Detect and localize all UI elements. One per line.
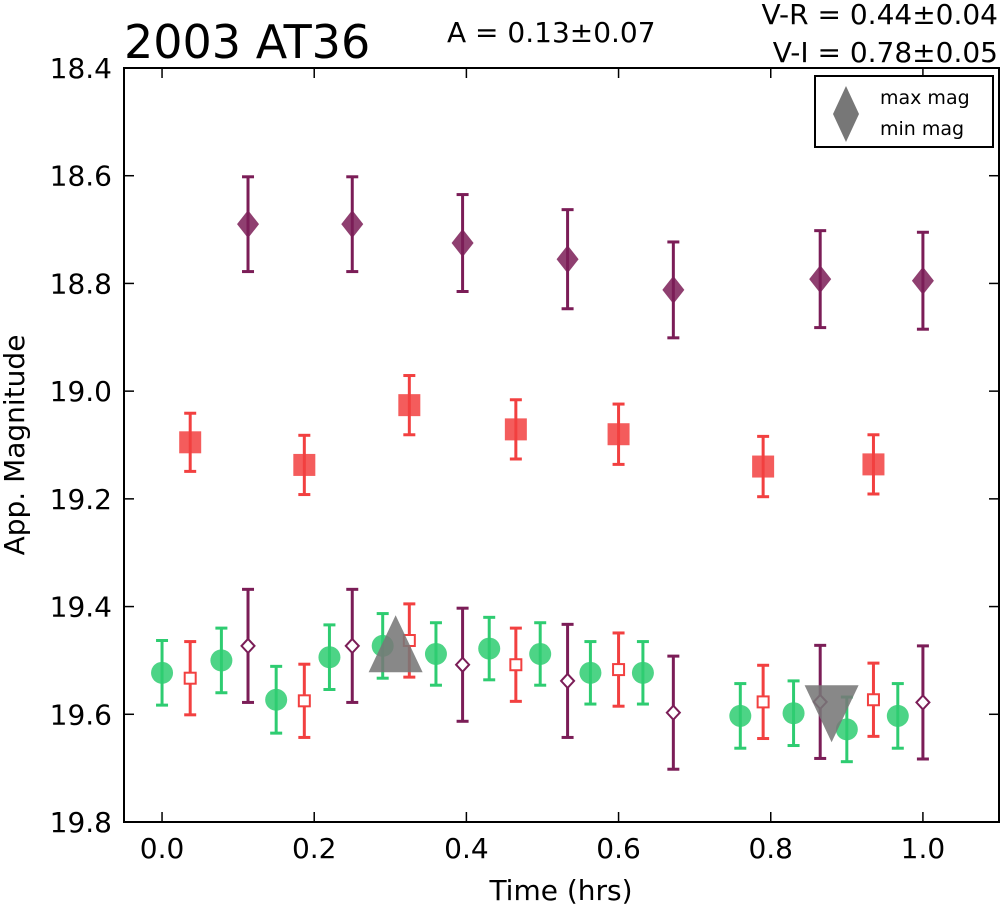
min-mag-marker — [804, 685, 859, 743]
y-tick-label: 18.8 — [50, 267, 112, 300]
data-point — [835, 718, 858, 741]
data-point — [862, 453, 885, 476]
data-point — [210, 649, 233, 672]
legend-max-mag-icon — [833, 86, 859, 114]
data-point — [631, 661, 654, 684]
data-point — [454, 656, 471, 674]
data-point — [265, 688, 288, 711]
series-1-square-filled — [179, 374, 885, 499]
series-0-diamond-filled — [237, 175, 934, 340]
data-point — [341, 210, 364, 239]
data-point — [529, 642, 552, 665]
data-point — [509, 658, 523, 672]
x-tick-label: 0.4 — [444, 832, 489, 865]
data-point — [237, 210, 260, 239]
data-point — [662, 275, 685, 304]
x-axis-label: Time (hrs) — [488, 874, 632, 904]
data-point — [318, 646, 341, 669]
data-point — [478, 637, 501, 660]
chart-title: 2003 AT36 — [124, 15, 370, 69]
legend-min-mag-icon — [833, 114, 859, 142]
data-point — [886, 704, 909, 727]
legend: max mag min mag — [814, 75, 994, 148]
data-point — [424, 642, 447, 665]
y-tick-label: 19.6 — [50, 698, 112, 731]
data-point — [240, 637, 256, 655]
data-point — [579, 661, 602, 684]
data-point — [665, 704, 682, 722]
data-point — [782, 702, 805, 725]
legend-label-max-mag: max mag — [880, 87, 970, 109]
data-point — [756, 695, 770, 709]
color-index-vi: V-I = 0.78±0.05 — [773, 36, 998, 69]
x-tick-label: 0.6 — [596, 832, 641, 865]
data-point — [293, 453, 316, 476]
data-point — [451, 229, 474, 258]
data-point — [809, 265, 832, 294]
data-point — [151, 661, 174, 684]
color-index-vr: V-R = 0.44±0.04 — [762, 0, 998, 31]
data-point — [729, 704, 752, 727]
data-marks — [151, 175, 934, 771]
series-3-square-open — [183, 602, 880, 741]
data-point — [915, 693, 931, 711]
y-tick-label: 19.8 — [50, 806, 112, 839]
data-point — [559, 672, 576, 690]
axis-ticks: 0.0 0.2 0.4 0.6 0.8 1.0 18.4 18.6 18.8 19.0 19.2 19… — [50, 52, 999, 865]
x-tick-label: 1.0 — [901, 832, 946, 865]
data-point — [183, 671, 197, 685]
data-point — [911, 266, 934, 295]
data-point — [612, 663, 626, 677]
y-tick-label: 19.4 — [50, 591, 112, 624]
y-tick-label: 18.4 — [50, 52, 112, 85]
legend-label-min-mag: min mag — [880, 118, 964, 140]
plot-frame — [123, 67, 1000, 823]
max-mag-marker — [368, 615, 423, 673]
data-point — [866, 693, 880, 707]
data-point — [556, 245, 579, 274]
x-tick-label: 0.0 — [140, 832, 185, 865]
data-point — [297, 694, 311, 708]
data-point — [398, 394, 421, 417]
y-tick-label: 19.2 — [50, 483, 112, 516]
y-axis-label: App. Magnitude — [0, 335, 31, 556]
data-point — [504, 418, 527, 441]
data-point — [607, 423, 630, 446]
data-point — [344, 637, 361, 655]
x-tick-label: 0.8 — [748, 832, 793, 865]
series-2-circle-filled — [151, 612, 909, 764]
data-point — [752, 455, 775, 478]
data-point — [179, 431, 202, 454]
y-tick-label: 19.0 — [50, 375, 112, 408]
y-tick-label: 18.6 — [50, 160, 112, 193]
x-tick-label: 0.2 — [292, 832, 337, 865]
amplitude-label: A = 0.13±0.07 — [447, 16, 656, 49]
